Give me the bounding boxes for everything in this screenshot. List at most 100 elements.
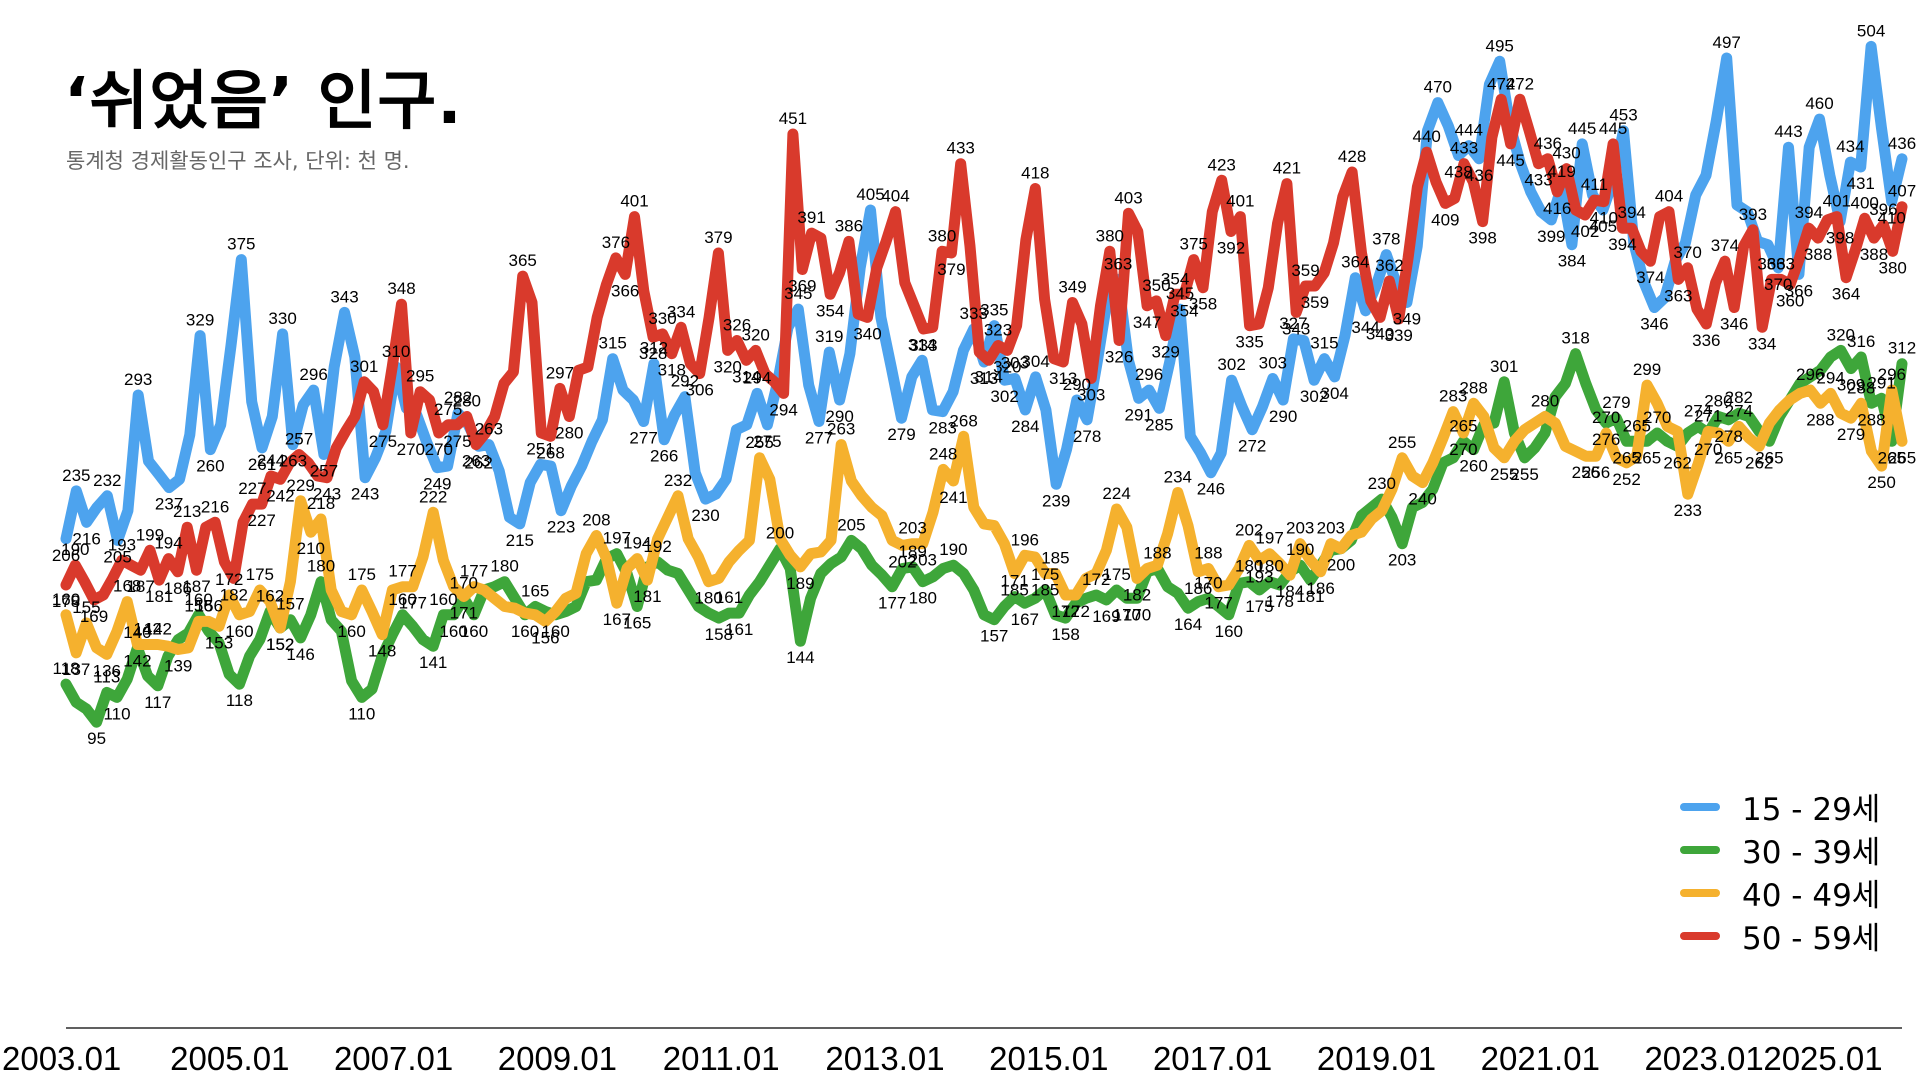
- data-label: 306: [686, 381, 714, 400]
- data-label: 160: [337, 622, 365, 641]
- data-label: 301: [1490, 357, 1518, 376]
- data-label: 495: [1486, 36, 1514, 55]
- data-label: 175: [1245, 597, 1273, 616]
- data-label: 165: [521, 582, 549, 601]
- data-label: 155: [72, 598, 100, 617]
- data-label: 192: [643, 537, 671, 556]
- series-lines: [60, 40, 1908, 728]
- data-label: 299: [1633, 360, 1661, 379]
- data-label: 181: [633, 587, 661, 606]
- data-label: 172: [215, 570, 243, 589]
- data-label: 263: [827, 420, 855, 439]
- data-label: 423: [1208, 155, 1236, 174]
- data-label: 313: [970, 369, 998, 388]
- data-label: 313: [1049, 369, 1077, 388]
- data-label: 388: [1860, 245, 1888, 264]
- data-label: 398: [1468, 229, 1496, 248]
- data-label: 262: [1745, 453, 1773, 472]
- data-label: 302: [1300, 387, 1328, 406]
- data-label: 402: [1571, 222, 1599, 241]
- data-label: 333: [909, 336, 937, 355]
- data-label: 393: [1739, 205, 1767, 224]
- data-label: 314: [732, 367, 760, 386]
- data-label: 410: [1590, 209, 1618, 228]
- legend-label: 15 - 29세: [1742, 792, 1881, 828]
- data-label: 118: [52, 659, 79, 678]
- data-label: 320: [742, 325, 770, 344]
- data-label: 158: [705, 625, 733, 644]
- data-label: 376: [602, 233, 630, 252]
- data-label: 436: [1888, 134, 1916, 153]
- data-label: 260: [1459, 457, 1487, 476]
- data-label: 142: [123, 652, 151, 671]
- data-label: 249: [423, 475, 451, 494]
- data-label: 344: [1351, 318, 1379, 337]
- data-label: 140: [123, 623, 151, 642]
- data-label: 329: [186, 311, 214, 330]
- data-label: 187: [182, 577, 210, 596]
- data-label: 152: [266, 635, 294, 654]
- data-label: 290: [825, 407, 853, 426]
- data-label: 297: [546, 363, 574, 382]
- data-label: 303: [1001, 354, 1029, 373]
- data-label: 314: [975, 367, 1003, 386]
- data-label: 193: [108, 535, 136, 554]
- data-label: 170: [1123, 605, 1151, 624]
- series-line-3: [60, 93, 1908, 606]
- data-label: 504: [1857, 21, 1885, 40]
- data-label: 274: [1725, 401, 1753, 420]
- data-label: 270: [425, 440, 453, 459]
- data-label: 375: [227, 235, 255, 254]
- data-label: 343: [330, 287, 358, 306]
- data-label: 185: [1041, 549, 1069, 568]
- data-label: 370: [1673, 243, 1701, 262]
- data-label: 171: [450, 604, 478, 623]
- data-label: 472: [1506, 74, 1534, 93]
- data-label: 275: [443, 432, 471, 451]
- data-label: 265: [1633, 448, 1661, 467]
- data-label: 246: [1197, 480, 1225, 499]
- data-label: 398: [1826, 229, 1854, 248]
- data-label: 169: [80, 607, 108, 626]
- data-label: 180: [490, 557, 518, 576]
- legend-swatch: [1680, 845, 1720, 854]
- legend-label: 30 - 39세: [1742, 835, 1881, 871]
- legend-swatch: [1680, 931, 1720, 940]
- data-label: 181: [1296, 587, 1324, 606]
- data-label: 282: [1725, 388, 1753, 407]
- data-label: 95: [87, 729, 106, 748]
- data-label: 315: [1310, 334, 1338, 353]
- data-label: 213: [173, 502, 201, 521]
- data-label: 142: [133, 620, 161, 639]
- data-label: 118: [226, 691, 253, 710]
- data-label: 263: [279, 452, 307, 471]
- data-label: 185: [1031, 581, 1059, 600]
- data-label: 431: [1847, 174, 1875, 193]
- data-label: 265: [1623, 416, 1651, 435]
- data-label: 265: [1878, 448, 1906, 467]
- data-label: 378: [1372, 230, 1400, 249]
- data-label: 428: [1338, 147, 1366, 166]
- data-label: 210: [297, 539, 325, 558]
- data-label: 345: [1166, 284, 1194, 303]
- data-label: 380: [1879, 258, 1907, 277]
- data-label: 460: [1805, 94, 1833, 113]
- data-label: 334: [667, 302, 695, 321]
- data-label: 196: [1011, 530, 1039, 549]
- data-label: 234: [1164, 468, 1192, 487]
- legend-swatch: [1680, 888, 1720, 897]
- data-label: 203: [1317, 519, 1345, 538]
- series-line-1: [60, 344, 1908, 728]
- data-label: 177: [1204, 594, 1232, 613]
- data-label: 141: [419, 653, 447, 672]
- data-label: 262: [1663, 453, 1691, 472]
- data-label: 343: [1282, 319, 1310, 338]
- data-label: 433: [1450, 139, 1478, 158]
- data-label: 243: [313, 485, 341, 504]
- data-label: 326: [1105, 348, 1133, 367]
- data-label: 203: [898, 519, 926, 538]
- data-label: 309: [1837, 376, 1865, 395]
- data-label: 374: [1636, 268, 1664, 287]
- data-label: 139: [164, 657, 192, 676]
- x-tick-label: 2025.01: [1763, 1040, 1882, 1077]
